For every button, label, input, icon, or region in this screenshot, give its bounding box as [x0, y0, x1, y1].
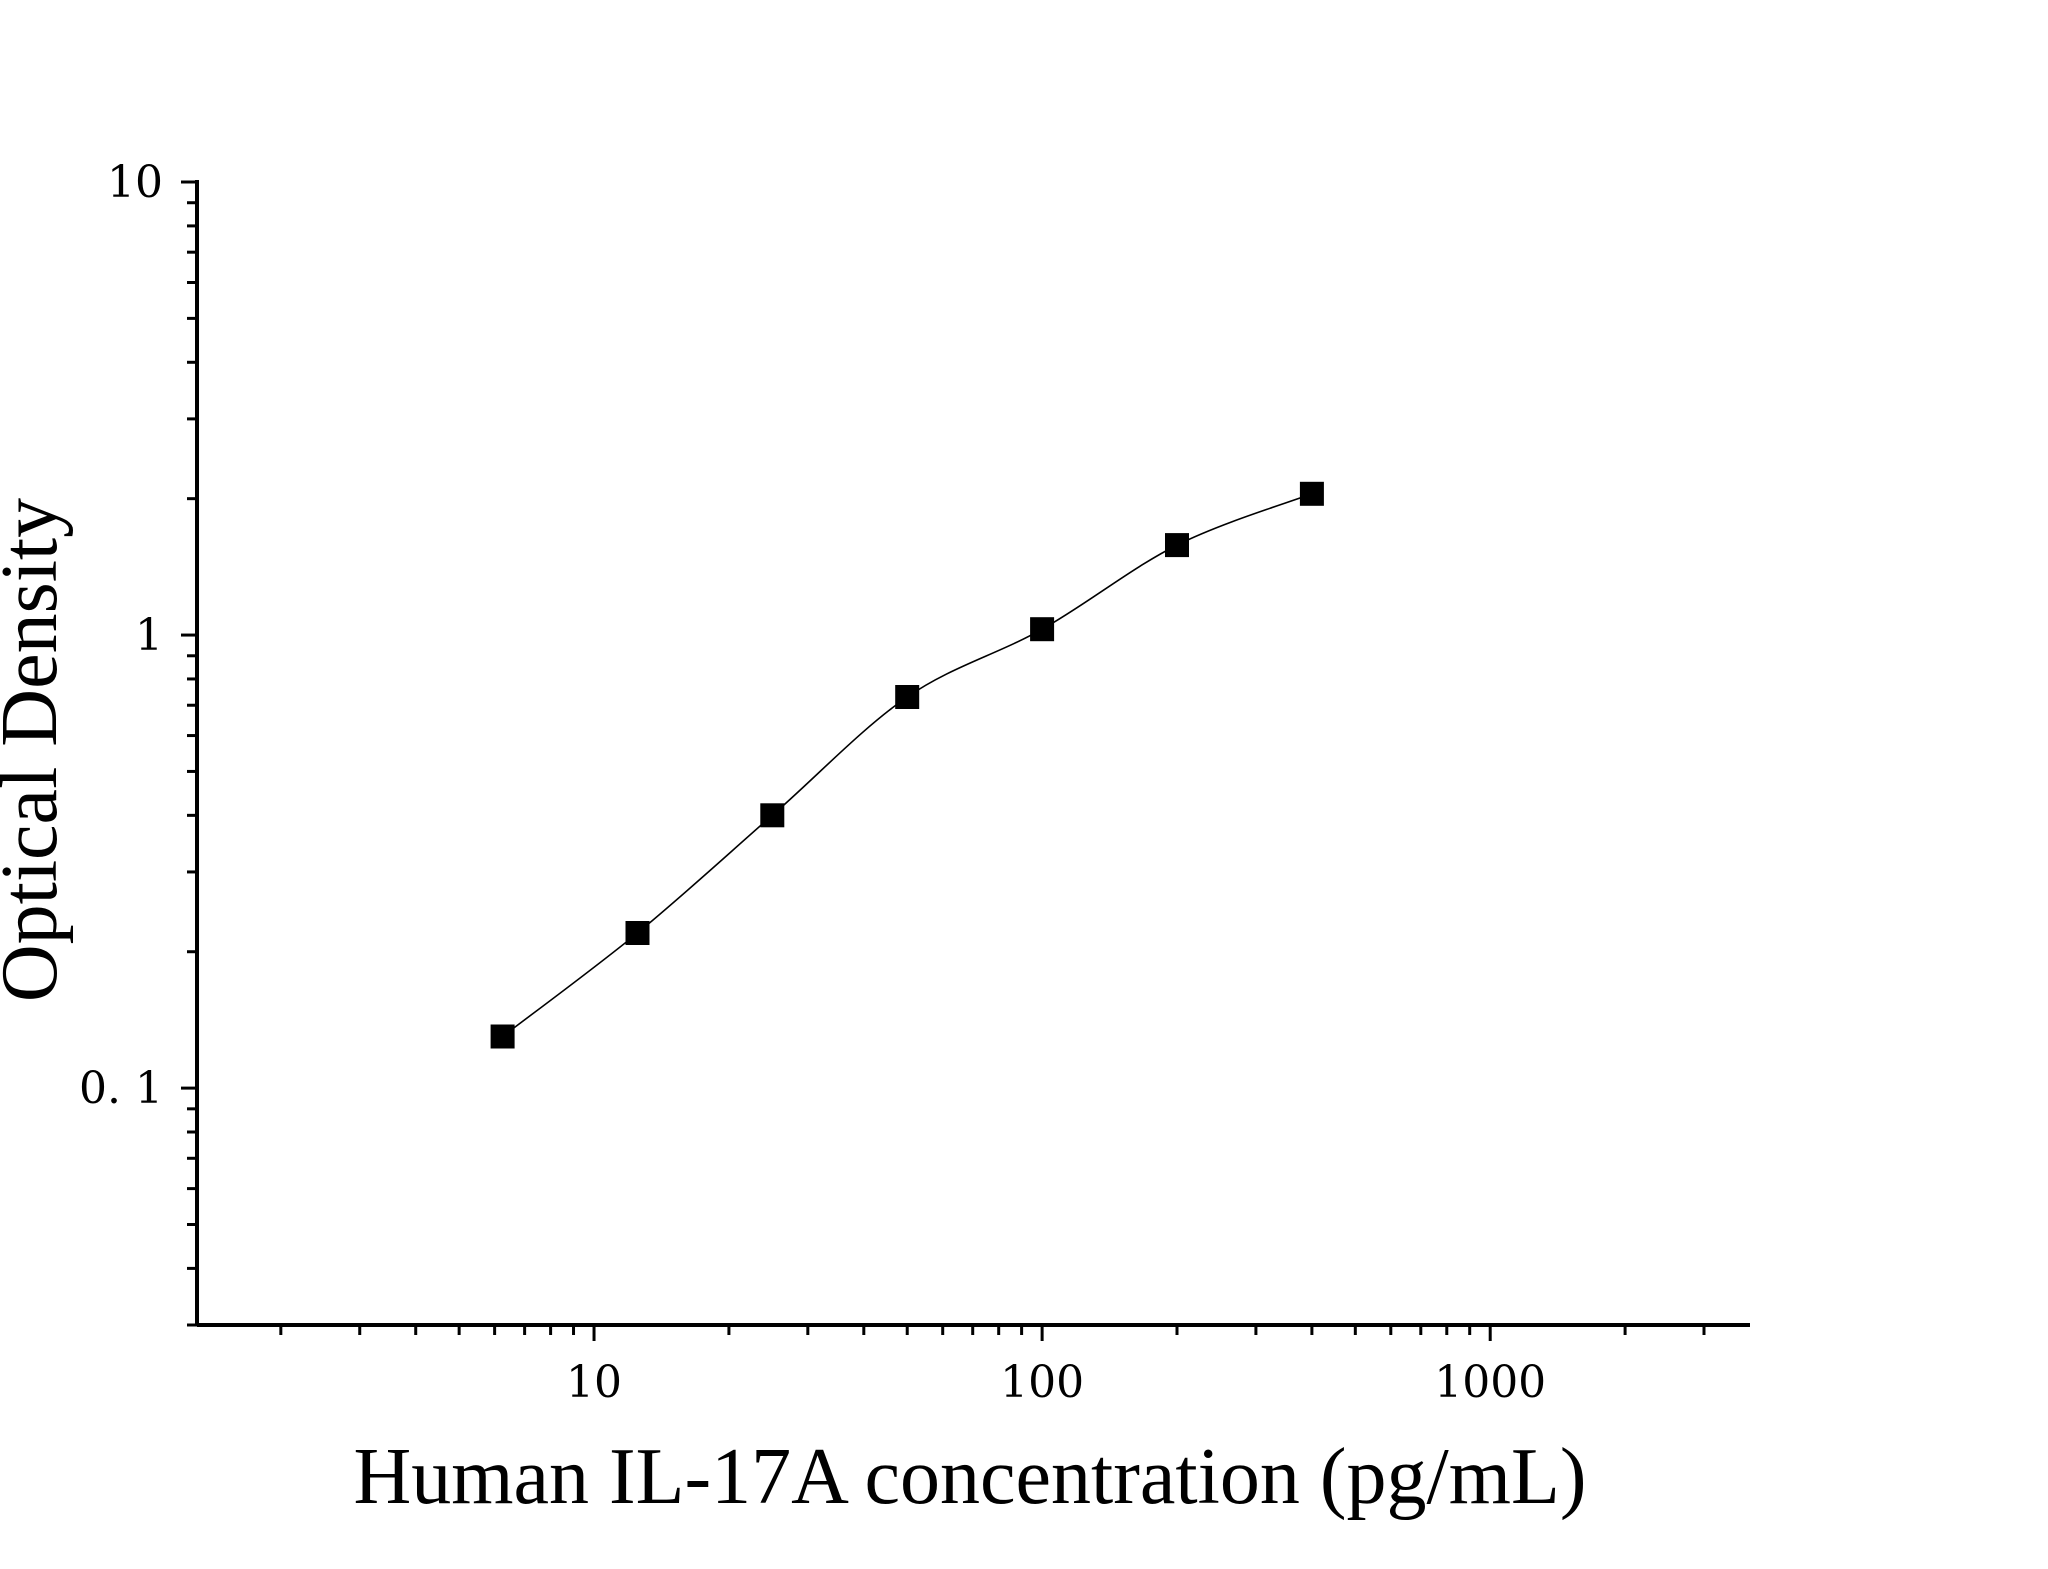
- axes: 10 100 1000 0. 1 1 10: [79, 157, 1750, 1408]
- fit-curve: [502, 493, 1313, 1038]
- y-tick-label: 1: [135, 610, 163, 661]
- x-tick-label: 1000: [1434, 1357, 1546, 1408]
- y-tick-label: 0. 1: [79, 1063, 163, 1114]
- y-tick-label: 10: [107, 157, 163, 208]
- data-point: [490, 1024, 515, 1049]
- x-tick-label: 10: [566, 1357, 622, 1408]
- y-axis-ticks: 0. 1 1 10: [79, 157, 197, 1327]
- data-point: [625, 921, 650, 945]
- data-point: [895, 685, 920, 709]
- x-axis-title: Human IL-17A concentration (pg/mL): [354, 1433, 1587, 1521]
- x-tick-label: 100: [1000, 1357, 1084, 1408]
- x-axis-ticks: 10 100 1000: [279, 1325, 1706, 1408]
- y-axis-title: Optical Density: [0, 498, 74, 1002]
- data-point: [760, 803, 785, 828]
- data-points: [490, 481, 1324, 1049]
- data-point: [1030, 617, 1055, 642]
- data-point: [1165, 533, 1189, 558]
- data-point: [1299, 481, 1324, 506]
